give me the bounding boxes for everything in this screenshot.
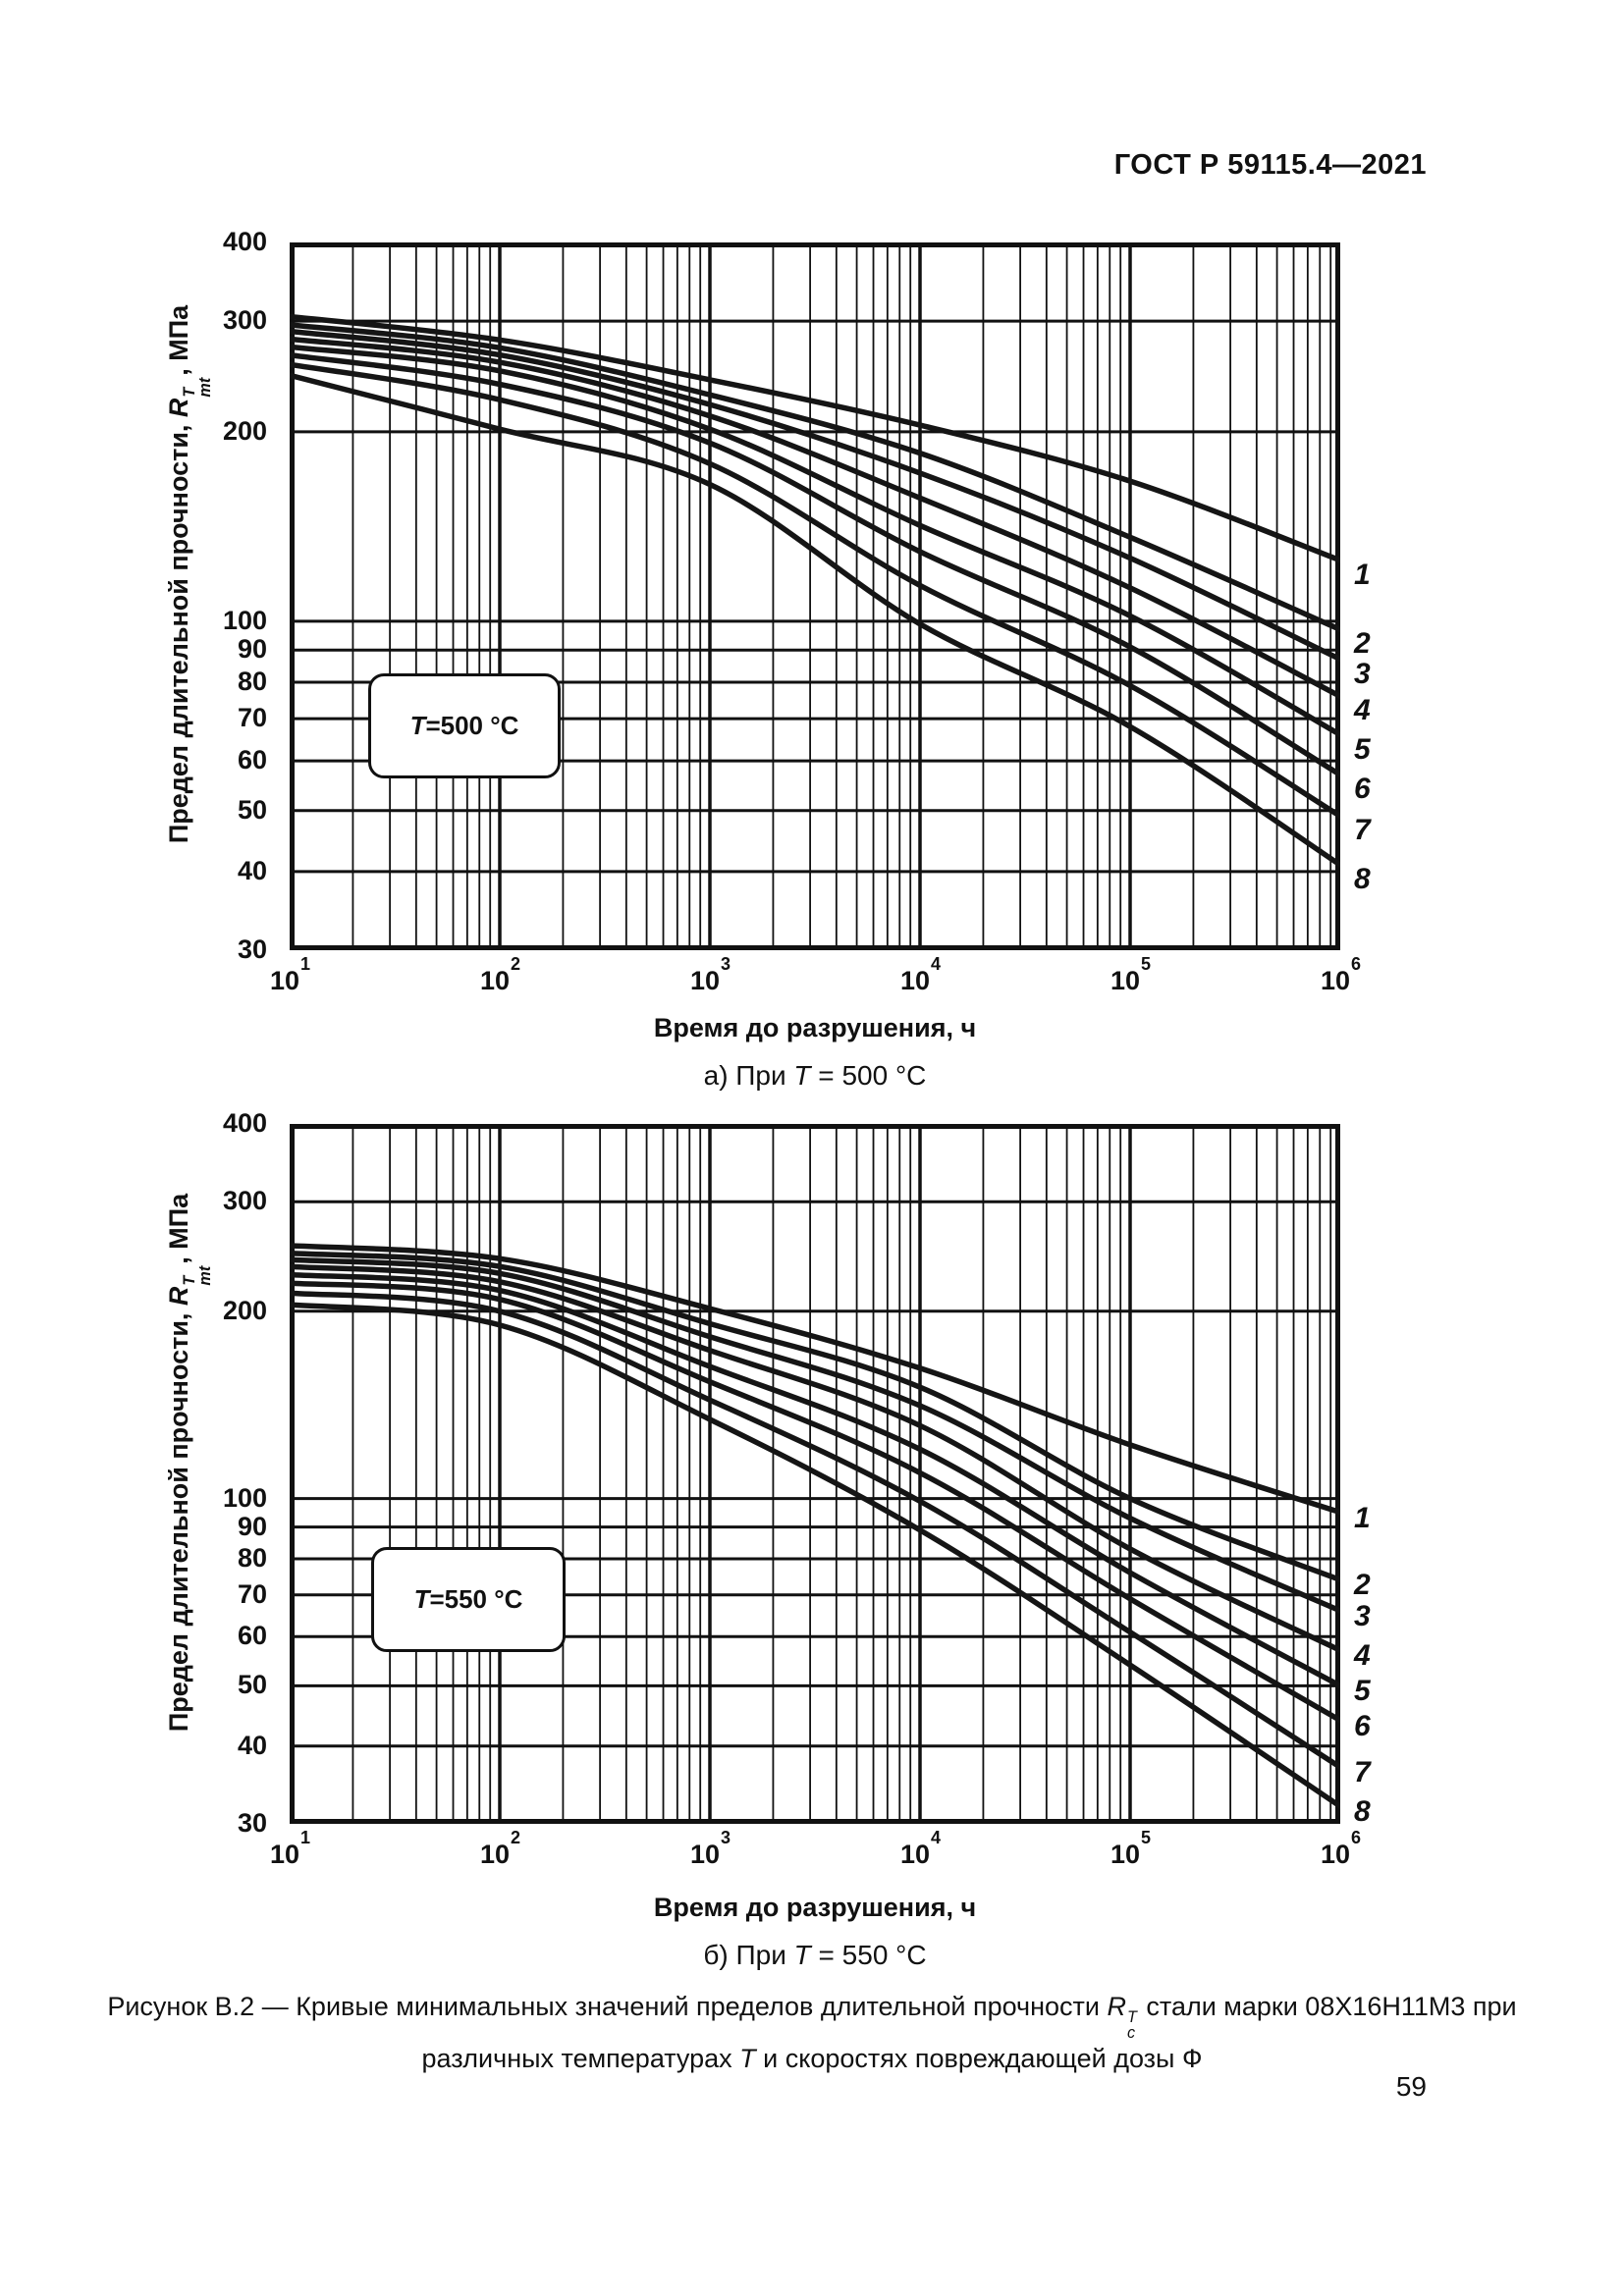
y-tick-label: 80 bbox=[237, 1543, 267, 1574]
temperature-annotation-500: T =500 °C bbox=[368, 673, 561, 778]
x-tick-label: 103 bbox=[689, 954, 731, 995]
doc-number: ГОСТ Р 59115.4—2021 bbox=[1113, 149, 1427, 181]
x-tick-label: 101 bbox=[269, 954, 311, 995]
y-tick-label: 300 bbox=[222, 1186, 267, 1216]
chart-500-plot bbox=[290, 242, 1340, 950]
curve-label-3: 3 bbox=[1354, 657, 1371, 690]
x-axis-title-chart-500: Время до разрушения, ч bbox=[653, 1013, 977, 1042]
curve-8 bbox=[290, 372, 1340, 868]
figure-caption-line1: Рисунок В.2 — Кривые минимальных значени… bbox=[107, 1992, 1517, 2042]
y-tick-label: 50 bbox=[237, 794, 267, 825]
y-tick-label: 400 bbox=[222, 227, 267, 256]
y-tick-label: 90 bbox=[237, 634, 267, 665]
curve-label-1: 1 bbox=[1354, 558, 1371, 591]
y-tick-label: 40 bbox=[237, 855, 267, 885]
curve-label-4: 4 bbox=[1354, 1639, 1371, 1673]
subfigure-caption-a: а) При T = 500 °C bbox=[703, 1060, 927, 1091]
y-tick-label: 50 bbox=[237, 1670, 267, 1700]
y-tick-label: 200 bbox=[222, 1295, 267, 1325]
y-tick-label: 30 bbox=[237, 1808, 267, 1838]
y-tick-label: 80 bbox=[237, 666, 267, 696]
page-number: 59 bbox=[1395, 2071, 1427, 2102]
curve-label-8: 8 bbox=[1354, 1795, 1371, 1829]
temperature-annotation-550: T =550 °C bbox=[371, 1547, 566, 1652]
curve-1 bbox=[290, 313, 1340, 563]
curve-label-7: 7 bbox=[1354, 1756, 1371, 1789]
curve-6 bbox=[290, 1280, 1340, 1724]
curve-label-7: 7 bbox=[1354, 814, 1371, 847]
curve-4 bbox=[290, 336, 1340, 700]
figure-caption-line2: различных температурах Т и скоростях пов… bbox=[421, 2044, 1203, 2074]
curve-3 bbox=[290, 1256, 1340, 1614]
curve-label-4: 4 bbox=[1354, 694, 1371, 727]
y-tick-label: 60 bbox=[237, 1621, 267, 1651]
curve-4 bbox=[290, 1263, 1340, 1654]
plot-frame bbox=[290, 1124, 1340, 1824]
x-tick-label: 104 bbox=[899, 1828, 942, 1869]
curve-3 bbox=[290, 328, 1340, 663]
x-tick-label: 101 bbox=[269, 1828, 311, 1869]
curve-label-2: 2 bbox=[1354, 1569, 1371, 1602]
plot-frame bbox=[290, 242, 1340, 950]
curve-label-6: 6 bbox=[1354, 773, 1371, 806]
chart-550-plot bbox=[290, 1124, 1340, 1824]
x-tick-label: 102 bbox=[479, 1828, 521, 1869]
y-tick-label: 100 bbox=[222, 1482, 267, 1513]
y-tick-label: 60 bbox=[237, 745, 267, 775]
curve-7 bbox=[290, 1290, 1340, 1771]
curve-6 bbox=[290, 351, 1340, 778]
y-tick-label: 40 bbox=[237, 1730, 267, 1760]
y-tick-label: 100 bbox=[222, 605, 267, 635]
y-tick-label: 400 bbox=[222, 1108, 267, 1138]
curve-2 bbox=[290, 322, 1340, 633]
subfigure-caption-b: б) При T = 550 °C bbox=[703, 1940, 927, 1970]
x-tick-label: 105 bbox=[1110, 954, 1152, 995]
y-tick-label: 70 bbox=[237, 1578, 267, 1609]
y-tick-label: 30 bbox=[237, 934, 267, 964]
curve-8 bbox=[290, 1302, 1340, 1809]
x-tick-label: 105 bbox=[1110, 1828, 1152, 1869]
y-tick-label: 200 bbox=[222, 415, 267, 446]
x-tick-label: 106 bbox=[1320, 1828, 1362, 1869]
y-tick-label: 300 bbox=[222, 305, 267, 336]
x-tick-label: 104 bbox=[899, 954, 942, 995]
curve-label-5: 5 bbox=[1354, 732, 1371, 766]
curve-7 bbox=[290, 361, 1340, 820]
curve-5 bbox=[290, 1271, 1340, 1689]
curve-2 bbox=[290, 1250, 1340, 1583]
curve-label-3: 3 bbox=[1354, 1599, 1371, 1632]
curve-label-5: 5 bbox=[1354, 1675, 1371, 1708]
curve-label-2: 2 bbox=[1354, 627, 1371, 661]
x-tick-label: 103 bbox=[689, 1828, 731, 1869]
x-tick-label: 102 bbox=[479, 954, 521, 995]
y-tick-label: 70 bbox=[237, 703, 267, 733]
curve-1 bbox=[290, 1243, 1340, 1516]
y-tick-label: 90 bbox=[237, 1511, 267, 1541]
figure-caption: Рисунок В.2 — Кривые минимальных значени… bbox=[85, 1989, 1539, 2076]
curve-label-8: 8 bbox=[1354, 863, 1371, 896]
x-axis-title-chart-550: Время до разрушения, ч bbox=[653, 1893, 977, 1922]
curve-label-1: 1 bbox=[1354, 1501, 1371, 1534]
curve-label-6: 6 bbox=[1354, 1709, 1371, 1742]
x-tick-label: 106 bbox=[1320, 954, 1362, 995]
curve-5 bbox=[290, 344, 1340, 738]
